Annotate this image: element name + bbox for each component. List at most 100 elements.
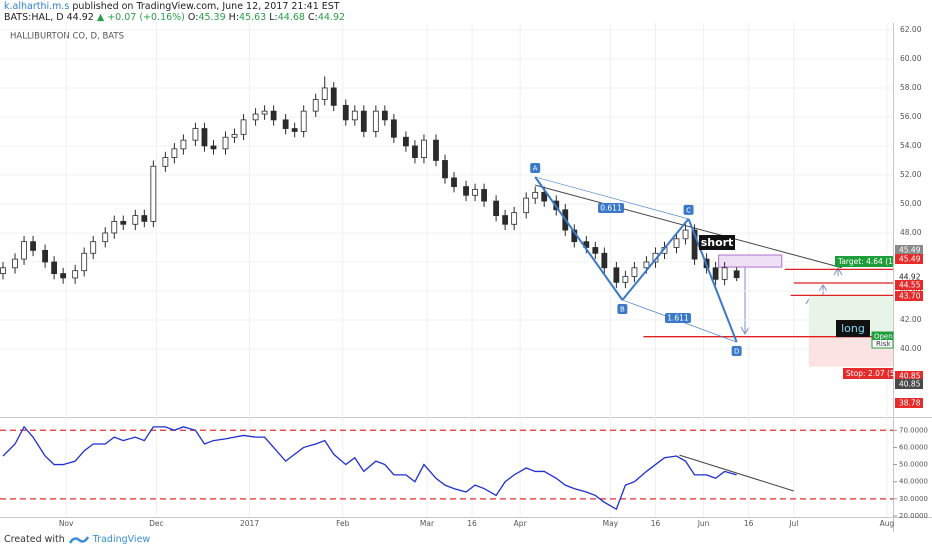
candle-body	[493, 200, 500, 216]
price-badge-label: 40.85	[899, 372, 921, 381]
y-tick-label: 48.00	[900, 228, 922, 237]
pattern-ratio-line	[535, 176, 689, 220]
candle-body	[162, 157, 169, 167]
candle-body	[270, 110, 277, 121]
x-tick-label: Aug	[880, 519, 895, 528]
candle-body	[132, 215, 139, 225]
candle-body	[150, 165, 157, 222]
candle-body	[252, 113, 259, 121]
close: 44.92	[317, 12, 346, 23]
short-label: short	[701, 236, 734, 249]
price-badge-label: 38.78	[899, 399, 921, 408]
x-tick-label: Nov	[59, 519, 74, 528]
o-label: O:	[187, 12, 199, 23]
price-badge	[895, 371, 923, 381]
x-tick-label: 2017	[240, 519, 259, 528]
y-tick-label: 52.00	[900, 170, 922, 179]
long-box	[836, 320, 870, 337]
y-tick-label: 40.0000	[899, 478, 928, 486]
price-badge	[895, 398, 923, 408]
candle-body	[613, 267, 620, 283]
x-tick-label: 16	[744, 519, 754, 528]
candle-body	[180, 139, 187, 150]
h-label: H:	[228, 12, 240, 23]
high: 45.63	[239, 12, 267, 23]
candle-body	[481, 189, 487, 202]
y-tick-label: 50.0000	[899, 461, 928, 469]
candle-body	[523, 197, 530, 214]
candle-body	[601, 252, 608, 269]
open-label: Open	[874, 333, 893, 341]
y-tick-label: 44.00	[900, 286, 922, 295]
candle-body	[351, 110, 358, 121]
x-tick-label: Feb	[336, 519, 350, 528]
candle-body	[433, 139, 439, 161]
candle-body	[330, 87, 337, 106]
candle-body	[222, 136, 229, 150]
open-box-top	[872, 332, 893, 340]
candle-body	[442, 160, 448, 179]
candle-body	[120, 220, 127, 225]
candle-body	[282, 119, 289, 129]
ratio-box	[598, 203, 624, 213]
candle-body	[673, 238, 680, 248]
candle-body	[12, 258, 18, 269]
candle-body	[541, 191, 548, 202]
header: k.alharthi.m.s published on TradingView.…	[4, 1, 345, 23]
pattern-point	[683, 204, 694, 215]
y-tick-label: 70.0000	[899, 426, 928, 434]
pane-title: HALLIBURTON CO, D, BATS	[10, 32, 124, 42]
candle-body	[141, 215, 148, 222]
candle-body	[291, 128, 298, 132]
candle-body	[691, 229, 698, 260]
arrow	[833, 266, 843, 276]
candle-body	[502, 215, 509, 225]
price-badge-label: 45.49	[899, 255, 921, 264]
candle-body	[712, 267, 719, 280]
candle-body	[643, 261, 650, 269]
logo	[68, 536, 90, 544]
candle-body	[390, 119, 397, 138]
price-badge	[895, 272, 923, 282]
quote-line: BATS:HAL, D 44.92 ▲ +0.07 (+0.16%) O:45.…	[4, 12, 345, 23]
pattern-point-label: A	[533, 164, 538, 172]
price-badge	[895, 245, 923, 255]
ratio-box	[665, 313, 691, 323]
price-badge-label: 43.70	[899, 292, 921, 301]
brand[interactable]: TradingView	[92, 534, 151, 545]
pattern-point-label: C	[686, 206, 691, 214]
ratio-label: 0.611	[600, 204, 622, 213]
candle-body	[240, 119, 247, 135]
pattern-point	[731, 346, 742, 357]
x-tick-label: Mar	[420, 519, 435, 528]
candle-body	[721, 267, 728, 280]
l-label: L:	[269, 12, 278, 23]
open: 45.39	[198, 12, 226, 23]
author[interactable]: k.alharthi.m.s	[4, 1, 70, 12]
price-badge-label: 40.85	[899, 380, 921, 389]
candle-body	[360, 110, 367, 132]
y-tick-label: 62.00	[900, 25, 922, 34]
candle-body	[21, 241, 27, 260]
candle-body	[51, 261, 58, 274]
candle-body	[192, 128, 199, 141]
stop-box	[843, 368, 893, 379]
low: 44.68	[277, 12, 305, 23]
candle-body	[0, 267, 6, 274]
candle-body	[60, 273, 67, 279]
y-tick-label: 54.00	[900, 141, 922, 150]
candle-body	[592, 247, 599, 254]
y-tick-label: 40.00	[900, 344, 922, 353]
pattern-leg	[534, 176, 624, 301]
footer: Created with TradingView	[4, 534, 150, 545]
candle-body	[201, 128, 208, 147]
candle-body	[733, 270, 740, 279]
candle-body	[682, 229, 689, 240]
y-tick-label: 60.0000	[899, 443, 928, 451]
x-tick-label: May	[603, 519, 619, 528]
price-badge-label: 44.92	[899, 273, 921, 282]
pattern-point-label: B	[620, 305, 625, 313]
candle-body	[631, 267, 638, 277]
short-box	[699, 235, 735, 250]
candle-body	[472, 189, 478, 196]
